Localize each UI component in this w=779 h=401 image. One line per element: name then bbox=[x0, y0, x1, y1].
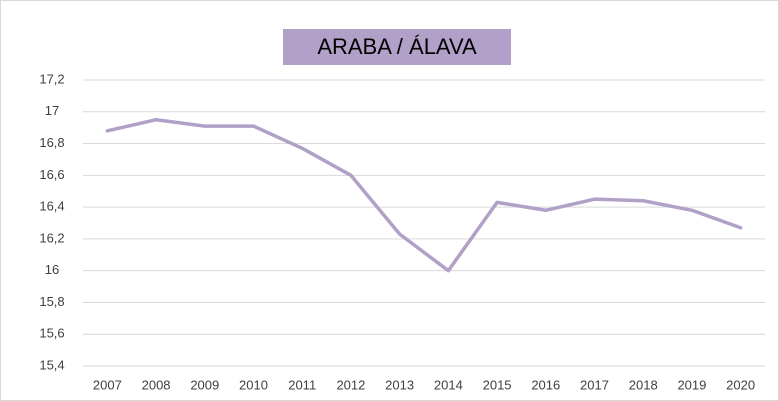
y-tick-label: 15,6 bbox=[39, 326, 64, 341]
x-tick-label: 2014 bbox=[434, 377, 463, 392]
y-tick-label: 15,8 bbox=[39, 294, 64, 309]
data-line bbox=[105, 117, 743, 273]
x-tick-label: 2015 bbox=[483, 377, 512, 392]
y-tick-label: 16,2 bbox=[39, 230, 64, 245]
y-tick-label: 16,8 bbox=[39, 135, 64, 150]
y-tick-label: 16 bbox=[45, 262, 59, 277]
y-tick-label: 17,2 bbox=[39, 71, 64, 86]
y-tick-label: 17 bbox=[45, 103, 59, 118]
y-tick-label: 16,6 bbox=[39, 167, 64, 182]
x-tick-label: 2008 bbox=[142, 377, 171, 392]
chart-title: ARABA / ÁLAVA bbox=[317, 34, 477, 59]
y-tick-label: 16,4 bbox=[39, 199, 64, 214]
x-tick-label: 2010 bbox=[239, 377, 268, 392]
x-tick-label: 2017 bbox=[580, 377, 609, 392]
x-tick-label: 2012 bbox=[336, 377, 365, 392]
x-tick-label: 2019 bbox=[677, 377, 706, 392]
x-tick-label: 2011 bbox=[288, 377, 316, 392]
x-tick-label: 2016 bbox=[531, 377, 560, 392]
x-tick-label: 2007 bbox=[93, 377, 122, 392]
x-tick-label: 2009 bbox=[190, 377, 219, 392]
x-tick-label: 2013 bbox=[385, 377, 414, 392]
x-tick-label: 2018 bbox=[629, 377, 658, 392]
x-tick-label: 2020 bbox=[726, 377, 755, 392]
title-background bbox=[283, 29, 511, 65]
y-tick-label: 15,4 bbox=[39, 357, 64, 372]
